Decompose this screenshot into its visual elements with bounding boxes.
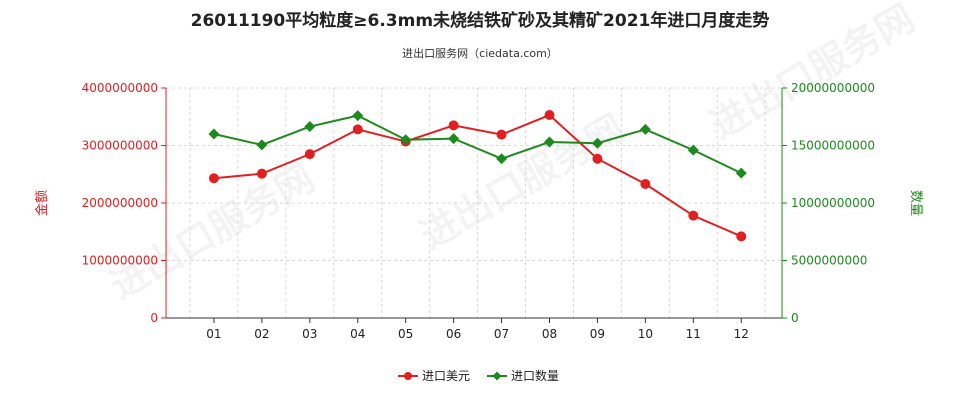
legend-marker-1 xyxy=(492,371,502,381)
y-left-tick-label: 1000000000 xyxy=(82,254,158,268)
series-0-point xyxy=(256,168,267,179)
series-line-0 xyxy=(213,113,742,238)
x-tick-label: 06 xyxy=(446,327,461,341)
series-line-1 xyxy=(213,114,742,175)
series-1-point xyxy=(208,128,220,140)
series-1-point xyxy=(352,110,364,122)
x-tick-label: 08 xyxy=(542,327,557,341)
series-1-point xyxy=(400,134,412,146)
series-1-point xyxy=(544,136,556,148)
x-tick-label: 09 xyxy=(590,327,605,341)
y-right-tick-label: 10000000000 xyxy=(791,196,875,210)
series-0-point xyxy=(592,153,603,164)
legend-marker-0 xyxy=(404,372,412,380)
series-0-point xyxy=(688,210,699,221)
series-0-point xyxy=(544,110,555,121)
y-left-tick-label: 4000000000 xyxy=(82,81,158,95)
x-tick-label: 11 xyxy=(686,327,701,341)
series-0-point xyxy=(304,149,315,160)
series-0-point xyxy=(640,179,651,190)
series-1-point xyxy=(304,121,316,133)
series-1-point xyxy=(639,123,651,135)
series-0-point xyxy=(448,120,459,131)
y-left-tick-label: 0 xyxy=(150,311,158,325)
legend-label-1: 进口数量 xyxy=(511,368,559,383)
x-tick-label: 07 xyxy=(494,327,509,341)
series-1-point xyxy=(687,144,699,156)
series-0-point xyxy=(352,124,363,135)
y-right-tick-label: 5000000000 xyxy=(791,254,867,268)
series-1-point xyxy=(591,137,603,149)
x-tick-labels: 01 02 03 04 05 06 07 08 09 10 11 12 xyxy=(206,318,749,341)
series-1-point xyxy=(496,153,508,165)
y-right-tick-labels: 0 5000000000 10000000000 15000000000 2000000… xyxy=(782,81,875,325)
y-left-axis-title: 金额 xyxy=(34,190,50,216)
x-tick-label: 03 xyxy=(302,327,317,341)
legend: 进口美元 进口数量 xyxy=(398,368,559,383)
series-1-point xyxy=(256,139,268,151)
y-right-tick-label: 15000000000 xyxy=(791,139,875,153)
x-tick-label: 02 xyxy=(254,327,269,341)
series-0-point xyxy=(736,231,747,242)
series-1-point xyxy=(735,167,747,179)
y-left-tick-label: 3000000000 xyxy=(82,139,158,153)
x-tick-label: 10 xyxy=(638,327,653,341)
y-right-tick-label: 0 xyxy=(791,311,799,325)
x-tick-label: 01 xyxy=(206,327,221,341)
chart-subtitle: 进出口服务网（ciedata.com） xyxy=(402,46,558,60)
x-tick-label: 12 xyxy=(734,327,749,341)
y-left-tick-labels: 0 1000000000 2000000000 3000000000 400000000… xyxy=(82,81,166,325)
series-layer xyxy=(208,110,747,242)
y-right-axis-title: 数量 xyxy=(908,190,923,216)
series-1-point xyxy=(448,133,460,145)
legend-label-0: 进口美元 xyxy=(422,369,470,383)
series-0-point xyxy=(208,173,219,184)
y-left-tick-label: 2000000000 xyxy=(82,196,158,210)
x-tick-label: 05 xyxy=(398,327,413,341)
y-right-tick-label: 20000000000 xyxy=(791,81,875,95)
chart-title: 26011190平均粒度≥6.3mm未烧结铁矿砂及其精矿2021年进口月度走势 xyxy=(191,10,770,31)
series-0-point xyxy=(496,129,507,140)
x-tick-label: 04 xyxy=(350,327,365,341)
grid-lines xyxy=(166,87,782,318)
